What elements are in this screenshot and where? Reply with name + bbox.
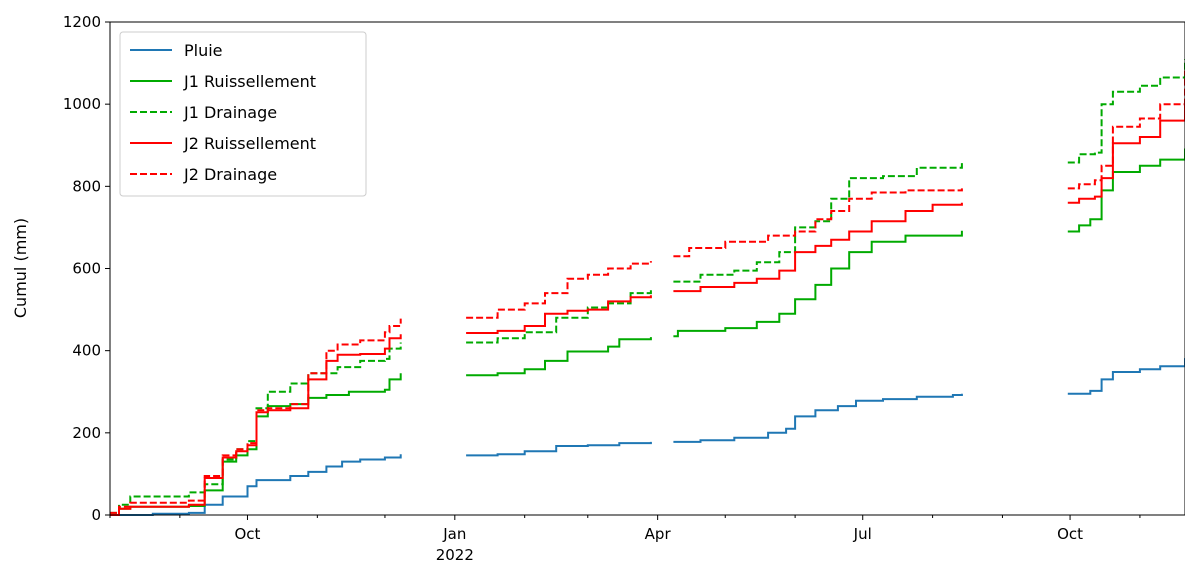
series-line-1-segment-1	[110, 454, 402, 516]
series-line-3-segment-1	[110, 342, 402, 514]
series-line-4-segment-3	[673, 202, 963, 293]
x-tick-label: Oct	[1057, 525, 1083, 543]
y-tick-label: 1000	[63, 95, 101, 113]
y-tick-label: 1200	[63, 13, 101, 31]
series-line-3-segment-2	[466, 288, 652, 344]
series-line-1-segment-4	[1067, 358, 1185, 395]
legend: Pluie J1 Ruissellement J1 Drainage J2 Ruiss…	[119, 31, 367, 197]
legend-label: Pluie	[184, 41, 223, 60]
x-tick-label: Apr	[645, 525, 672, 543]
x-tick-label: Jul	[853, 525, 872, 543]
series-line-1-segment-3	[673, 393, 963, 443]
x-tick-label: Jan	[442, 525, 466, 543]
series-line-2-segment-1	[110, 373, 402, 516]
series-line-4-segment-2	[466, 295, 652, 334]
series-line-3-segment-4	[1067, 59, 1185, 164]
series-line-3-segment-3	[673, 162, 963, 283]
y-tick-label: 200	[72, 424, 101, 442]
series-line-2-segment-3	[673, 230, 963, 338]
x-tick-sublabel: 2022	[436, 546, 474, 564]
series-line-4-segment-4	[1067, 99, 1185, 204]
series-line-5-segment-1	[110, 318, 402, 514]
legend-label: J1 Ruissellement	[183, 72, 316, 91]
y-axis-label: Cumul (mm)	[11, 218, 30, 318]
series-line-5-segment-3	[673, 188, 963, 258]
y-tick-label: 600	[72, 260, 101, 278]
series-line-1-segment-2	[466, 441, 652, 457]
legend-label: J1 Drainage	[183, 103, 277, 122]
series-line-2-segment-2	[466, 337, 652, 377]
series-line-4-segment-1	[110, 334, 402, 516]
series-line-2-segment-4	[1067, 148, 1185, 233]
series-line-5-segment-4	[1067, 70, 1185, 190]
y-axis: 0 200 400 600 800 1000 1200	[63, 13, 110, 524]
y-tick-label: 0	[91, 506, 101, 524]
y-tick-label: 400	[72, 342, 101, 360]
legend-label: J2 Drainage	[183, 165, 277, 184]
series-line-5-segment-2	[466, 261, 652, 319]
legend-label: J2 Ruissellement	[183, 134, 316, 153]
series-layer	[110, 59, 1185, 516]
legend-frame	[119, 31, 367, 197]
x-axis: Oct Jan 2022 Apr Jul Oct	[109, 515, 1141, 564]
y-tick-label: 800	[72, 177, 101, 195]
x-tick-label: Oct	[235, 525, 261, 543]
